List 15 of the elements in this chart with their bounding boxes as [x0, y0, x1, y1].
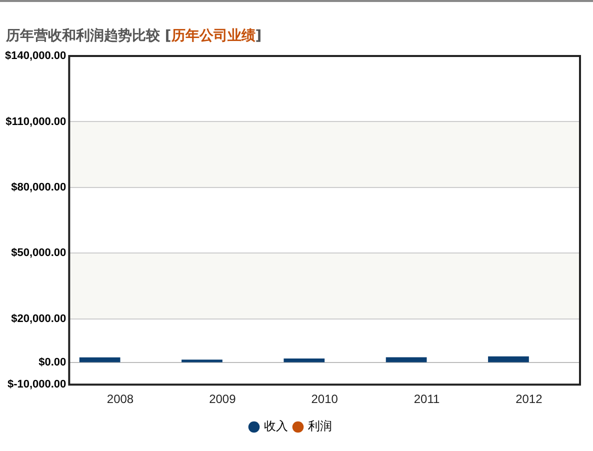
y-tick-label: $0.00 — [38, 356, 66, 369]
x-tick-label: 2008 — [106, 392, 134, 406]
legend-label: 利润 — [308, 419, 332, 434]
x-tick-label: 2012 — [516, 392, 543, 406]
chart-title: 历年营收和利润趋势比较 [历年公司业绩] — [6, 27, 262, 45]
y-tick-label: $110,000.00 — [6, 116, 66, 128]
y-tick-label: $20,000.00 — [11, 312, 66, 325]
y-tick-label: $80,000.00 — [11, 181, 66, 194]
y-tick-label: $140,000.00 — [5, 50, 66, 62]
legend-label: 收入 — [264, 419, 288, 434]
x-tick-label: 2010 — [311, 392, 338, 406]
x-tick-label: 2011 — [414, 392, 440, 406]
y-tick-label: $50,000.00 — [11, 247, 66, 260]
x-tick-label: 2009 — [209, 392, 236, 406]
y-tick-label: $-10,000.00 — [7, 378, 66, 391]
